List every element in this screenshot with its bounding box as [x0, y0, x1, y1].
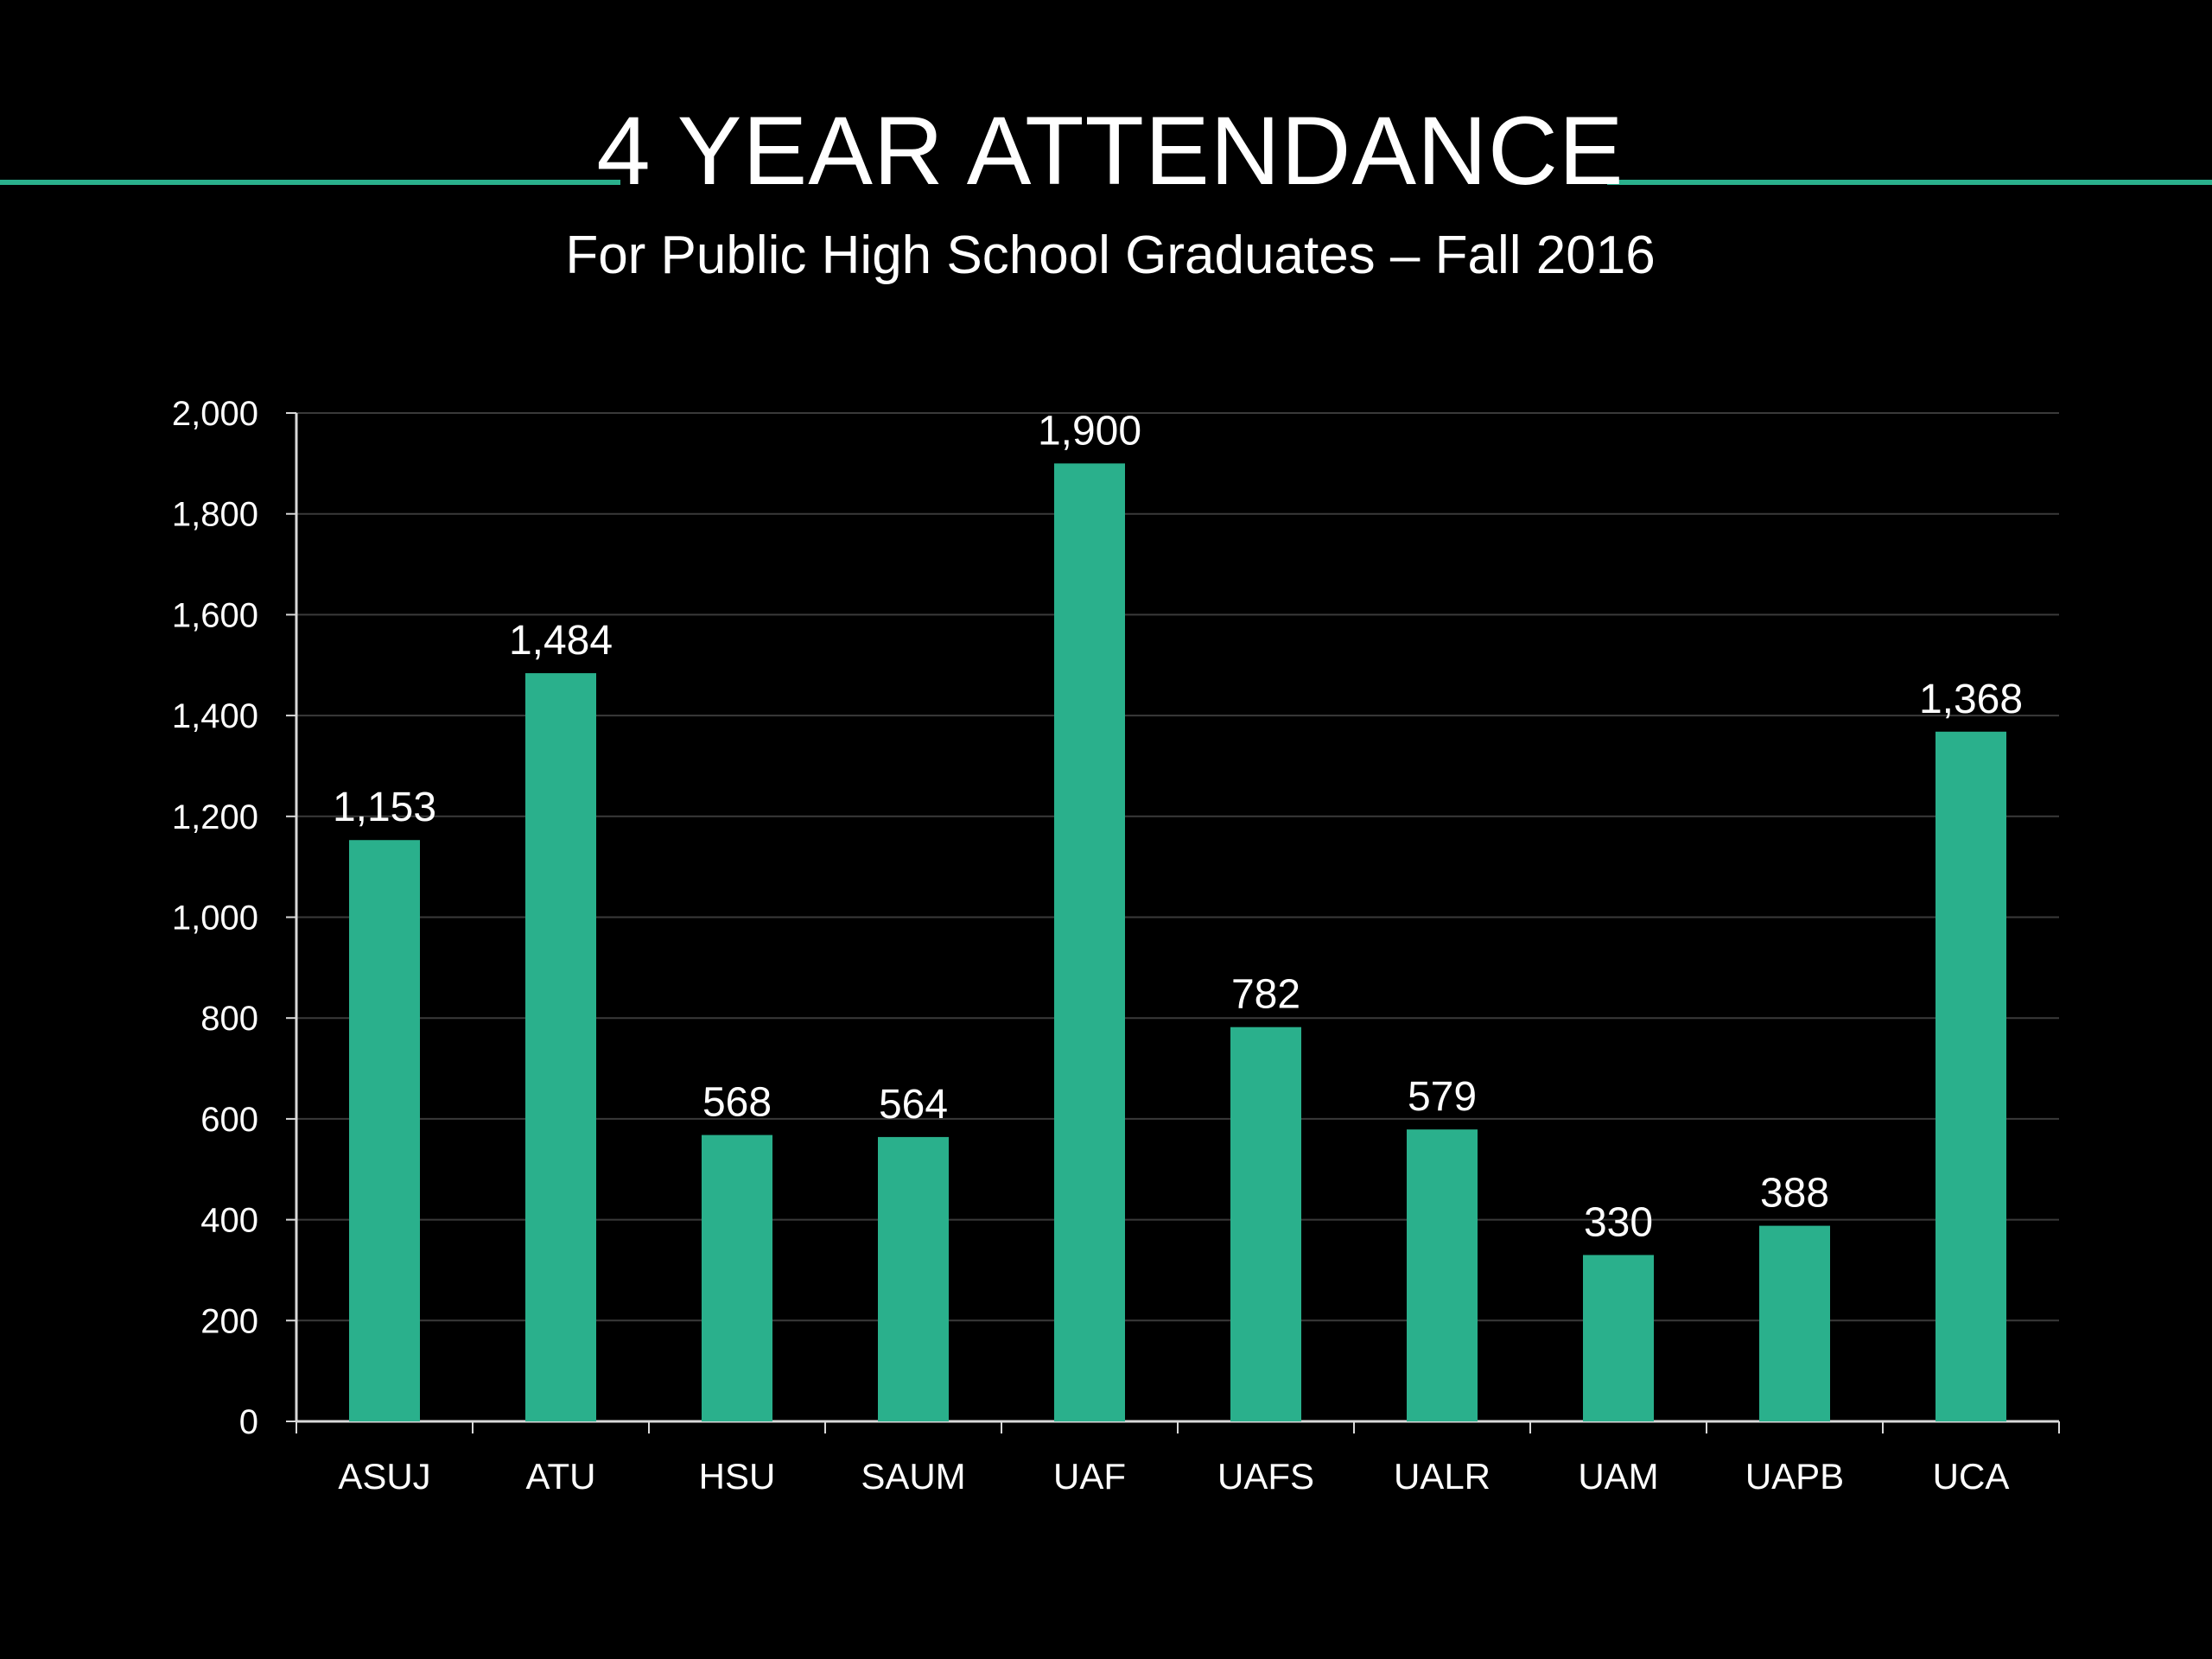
y-tick-label: 400 — [200, 1202, 258, 1240]
y-tick-label: 800 — [200, 1000, 258, 1038]
bar-uam — [1583, 1255, 1654, 1421]
y-tick-label: 1,200 — [172, 798, 258, 836]
bar-ualr — [1407, 1129, 1478, 1421]
data-label: 782 — [1231, 972, 1300, 1018]
data-label: 1,900 — [1038, 408, 1141, 454]
bar-uaf — [1054, 463, 1125, 1421]
bar-saum — [878, 1136, 949, 1421]
y-tick-label: 600 — [200, 1101, 258, 1139]
title-rule-left — [0, 180, 620, 185]
bar-asuj — [349, 840, 420, 1421]
bar-uafs — [1230, 1027, 1301, 1421]
data-label: 1,368 — [1919, 677, 2023, 722]
title-rule-right — [1607, 180, 2212, 185]
chart-title: 4 YEAR ATTENDANCE — [596, 97, 1624, 205]
data-label: 388 — [1760, 1171, 1829, 1217]
x-tick-label: ATU — [526, 1456, 596, 1497]
y-tick-label: 2,000 — [172, 395, 258, 433]
y-tick-label: 1,400 — [172, 697, 258, 735]
data-label: 568 — [702, 1080, 772, 1126]
data-label: 1,484 — [509, 618, 613, 664]
data-label: 1,153 — [333, 785, 436, 830]
bar-atu — [525, 673, 596, 1421]
bar-uca — [1936, 731, 2006, 1421]
x-tick-label: UAPB — [1745, 1456, 1844, 1497]
x-tick-label: UAFS — [1217, 1456, 1314, 1497]
x-tick-label: UALR — [1394, 1456, 1491, 1497]
data-label: 330 — [1584, 1199, 1653, 1245]
x-tick-label: UAF — [1053, 1456, 1126, 1497]
y-tick-label: 200 — [200, 1302, 258, 1340]
y-tick-label: 0 — [239, 1403, 258, 1441]
data-label: 564 — [879, 1082, 948, 1128]
y-tick-label: 1,000 — [172, 899, 258, 938]
x-tick-label: UCA — [1933, 1456, 2010, 1497]
x-tick-label: SAUM — [861, 1456, 965, 1497]
chart-subtitle: For Public High School Graduates – Fall … — [565, 226, 1656, 285]
x-tick-label: ASUJ — [338, 1456, 430, 1497]
x-tick-label: HSU — [699, 1456, 776, 1497]
bar-hsu — [702, 1135, 772, 1421]
bar-uapb — [1759, 1225, 1830, 1421]
x-tick-label: UAM — [1578, 1456, 1658, 1497]
y-tick-label: 1,600 — [172, 596, 258, 634]
data-label: 579 — [1408, 1074, 1477, 1120]
y-tick-label: 1,800 — [172, 496, 258, 534]
